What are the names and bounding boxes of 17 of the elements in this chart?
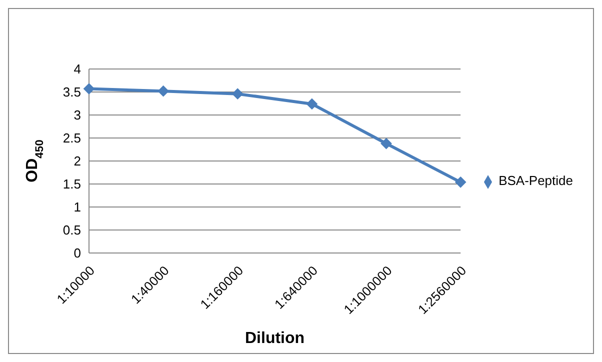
y-tick-label: 2.5 xyxy=(62,130,81,146)
x-axis-title: Dilution xyxy=(245,330,305,347)
legend-label: BSA-Peptide xyxy=(498,173,573,188)
point xyxy=(455,176,466,188)
y-tick-label: 1.5 xyxy=(62,176,81,192)
y-tick-label: 2 xyxy=(74,154,81,169)
point xyxy=(232,88,244,100)
point xyxy=(158,86,169,97)
y-tick-label: 0 xyxy=(74,246,81,261)
y-tick-label: 3.5 xyxy=(62,84,81,100)
y-tick-label: 0.5 xyxy=(62,222,81,238)
y-tick-label: 1 xyxy=(74,200,81,215)
y-tick-label: 4 xyxy=(74,62,81,77)
point xyxy=(84,83,94,94)
point xyxy=(306,98,318,110)
point xyxy=(380,138,392,150)
y-tick-label: 3 xyxy=(74,108,81,123)
